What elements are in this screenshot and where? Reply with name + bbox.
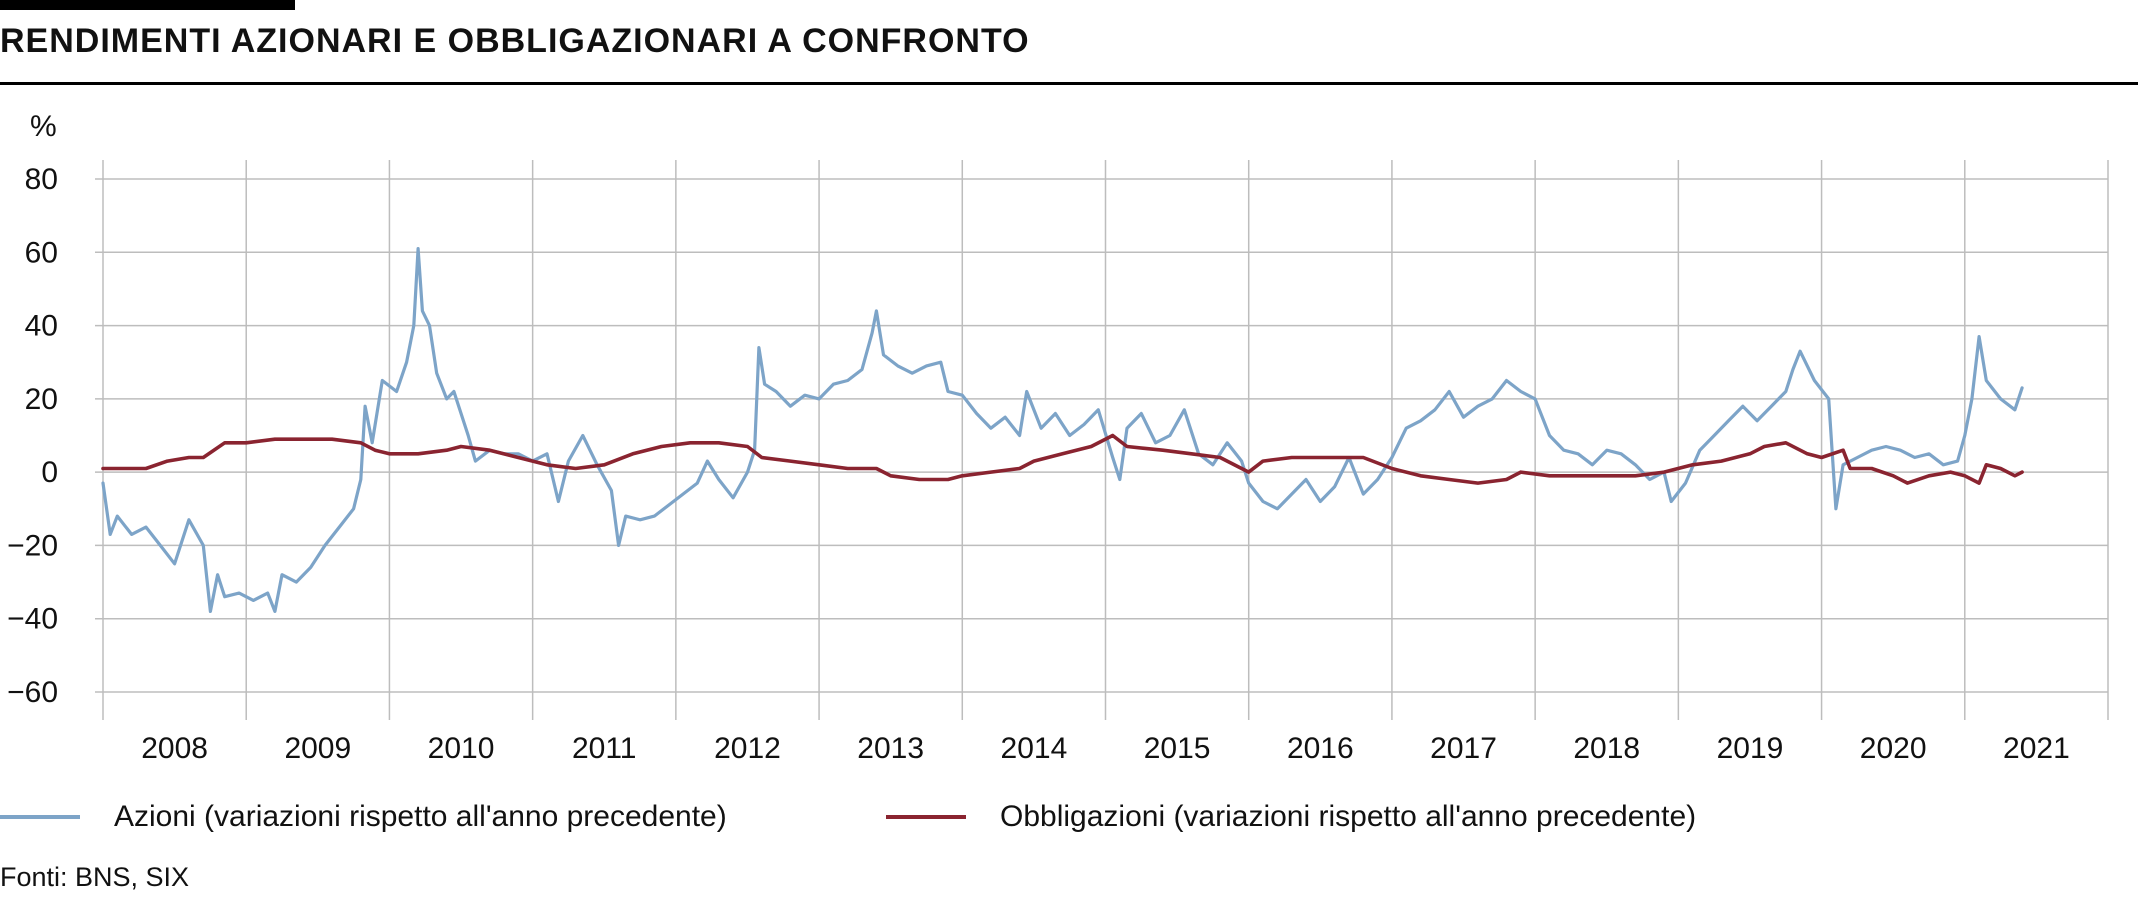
y-tick-label: 60 [25, 236, 58, 269]
legend-label-azioni: Azioni (variazioni rispetto all'anno pre… [114, 800, 727, 833]
chart-title: RENDIMENTI AZIONARI E OBBLIGAZIONARI A C… [0, 22, 1030, 60]
x-tick-label: 2021 [2003, 732, 2070, 765]
source-note: Fonti: BNS, SIX [0, 862, 190, 892]
y-axis-unit-label: % [30, 110, 57, 143]
series-line-obbligazioni [101, 433, 2024, 485]
series-layer [101, 247, 2024, 613]
title-accent-bar [0, 0, 295, 10]
x-tick-label: 2019 [1717, 732, 1784, 765]
legend-item-obbligazioni: Obbligazioni (variazioni rispetto all'an… [886, 800, 1696, 834]
x-tick-label: 2015 [1144, 732, 1211, 765]
y-tick-label: 80 [25, 163, 58, 196]
x-tick-label: 2020 [1860, 732, 1927, 765]
y-tick-label: −60 [7, 676, 58, 709]
label-layer: % 80 60 40 20 0 −20 −40 −60 2008 2009 2010 2011 2012… [7, 110, 2070, 765]
x-tick-label: 2017 [1430, 732, 1497, 765]
x-tick-label: 2011 [572, 732, 637, 765]
x-tick-label: 2012 [714, 732, 781, 765]
grid-layer [95, 160, 2109, 720]
y-tick-label: −20 [7, 529, 58, 562]
legend-label-obbligazioni: Obbligazioni (variazioni rispetto all'an… [1000, 800, 1697, 833]
y-tick-label: 20 [25, 383, 58, 416]
x-tick-label: 2014 [1001, 732, 1068, 765]
y-tick-label: −40 [7, 603, 58, 636]
line-chart: % 80 60 40 20 0 −20 −40 −60 2008 2009 2010 2011 2012… [7, 110, 2109, 765]
x-tick-label: 2018 [1573, 732, 1640, 765]
legend-swatch-azioni [0, 815, 80, 819]
y-tick-label: 0 [41, 456, 58, 489]
x-tick-label: 2010 [428, 732, 495, 765]
legend-swatch-obbligazioni [886, 815, 966, 819]
y-tick-label: 40 [25, 310, 58, 343]
x-tick-label: 2013 [857, 732, 924, 765]
title-divider [0, 82, 2138, 85]
x-tick-label: 2008 [141, 732, 208, 765]
series-line-azioni [101, 247, 2024, 613]
x-tick-label: 2009 [284, 732, 351, 765]
x-tick-label: 2016 [1287, 732, 1354, 765]
legend-item-azioni: Azioni (variazioni rispetto all'anno pre… [0, 800, 727, 834]
